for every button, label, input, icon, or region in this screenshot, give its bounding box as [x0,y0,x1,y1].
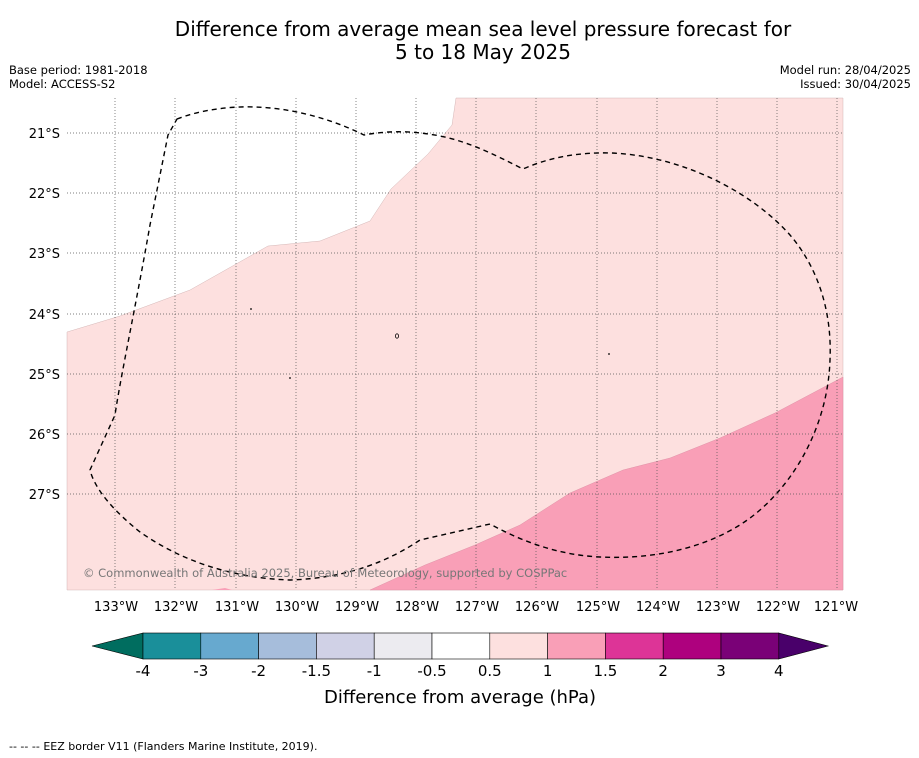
colorbar-tick-label: -3 [193,662,208,680]
colorbar-box [200,632,259,660]
island-mark [608,353,610,355]
colorbar-box [547,632,606,660]
colorbar-box [720,632,780,660]
colorbar-arrow-right [778,632,830,660]
eez-legend-text: EEZ border V11 (Flanders Marine Institut… [43,740,318,753]
lon-label: 129°W [335,600,379,615]
colorbar-box [142,632,202,660]
colorbar-tick-label: -2 [251,662,266,680]
lon-label: 122°W [756,600,800,615]
lat-label: 23°S [29,247,60,262]
model-run: Model run: 28/04/2025 [779,63,911,77]
lon-label: 124°W [636,600,680,615]
meta-left: Base period: 1981-2018 Model: ACCESS-S2 [9,63,148,91]
colorbar-ticks: -4 -3 -2 -1.5 -1 -0.5 0.5 1 1.5 2 3 4 [136,662,784,680]
colorbar-box [605,632,664,660]
colorbar-tick-label: 3 [716,662,726,680]
lon-label: 127°W [455,600,499,615]
island-mark [289,377,291,379]
lon-label: 125°W [576,600,620,615]
map-panel: © Commonwealth of Australia 2025, Bureau… [66,97,844,591]
colorbar-tick-label: 4 [774,662,784,680]
model-name: Model: ACCESS-S2 [9,77,116,91]
lat-label: 25°S [29,368,60,383]
lon-label: 130°W [275,600,319,615]
colorbar-box [373,632,433,660]
lon-label: 123°W [696,600,740,615]
colorbar-arrow-left [91,632,144,660]
colorbar-box [431,632,491,660]
lon-labels: 133°W 132°W 131°W 130°W 129°W 128°W 127°… [94,600,858,615]
issued-date: Issued: 30/04/2025 [800,77,911,91]
colorbar-tick-label: 1.5 [593,662,617,680]
island-mark [250,308,252,310]
copyright-text: © Commonwealth of Australia 2025, Bureau… [83,566,567,580]
lon-label: 131°W [215,600,259,615]
eez-border [89,106,831,581]
anomaly-sliver [212,588,232,590]
colorbar-tick-label: 0.5 [478,662,502,680]
colorbar-tick-label: -1 [367,662,382,680]
map-title-line2: 5 to 18 May 2025 [395,40,571,64]
lon-label: 128°W [395,600,439,615]
lon-label: 132°W [154,600,198,615]
map-figure: © Commonwealth of Australia 2025, Bureau… [29,97,858,708]
colorbar-tick-label: 2 [658,662,668,680]
island-marks [250,308,610,379]
colorbar-box [662,632,722,660]
colorbar-box [258,632,317,660]
colorbar-label: Difference from average (hPa) [324,687,596,708]
colorbar-tick-label: -1.5 [302,662,331,680]
anomaly-region-medium [369,376,844,591]
lat-label: 26°S [29,428,60,443]
map-title: Difference from average mean sea level p… [0,18,919,64]
lon-label: 126°W [515,600,559,615]
colorbar-tick-label: -0.5 [417,662,446,680]
colorbar: -4 -3 -2 -1.5 -1 -0.5 0.5 1 1.5 2 3 4 Difference fr… [91,632,830,708]
lat-label: 24°S [29,308,60,323]
meta-right: Model run: 28/04/2025 Issued: 30/04/2025 [780,63,911,91]
colorbar-boxes [91,632,830,660]
lon-label: 133°W [94,600,138,615]
map-title-line1: Difference from average mean sea level p… [174,17,792,41]
lat-label: 22°S [29,187,60,202]
base-period: Base period: 1981-2018 [9,63,148,77]
lat-label: 21°S [29,127,60,142]
gridlines [67,98,843,590]
colorbar-box [316,632,375,660]
eez-legend-symbol: -- -- -- [9,740,40,753]
lat-label: 27°S [29,488,60,503]
lat-labels: 21°S 22°S 23°S 24°S 25°S 26°S 27°S [29,127,60,503]
island-mark [394,333,399,339]
lon-label: 121°W [814,600,858,615]
eez-legend: -- -- -- EEZ border V11 (Flanders Marine… [9,740,317,753]
colorbar-tick-label: -4 [136,662,151,680]
colorbar-tick-label: 1 [543,662,553,680]
colorbar-box [489,632,548,660]
